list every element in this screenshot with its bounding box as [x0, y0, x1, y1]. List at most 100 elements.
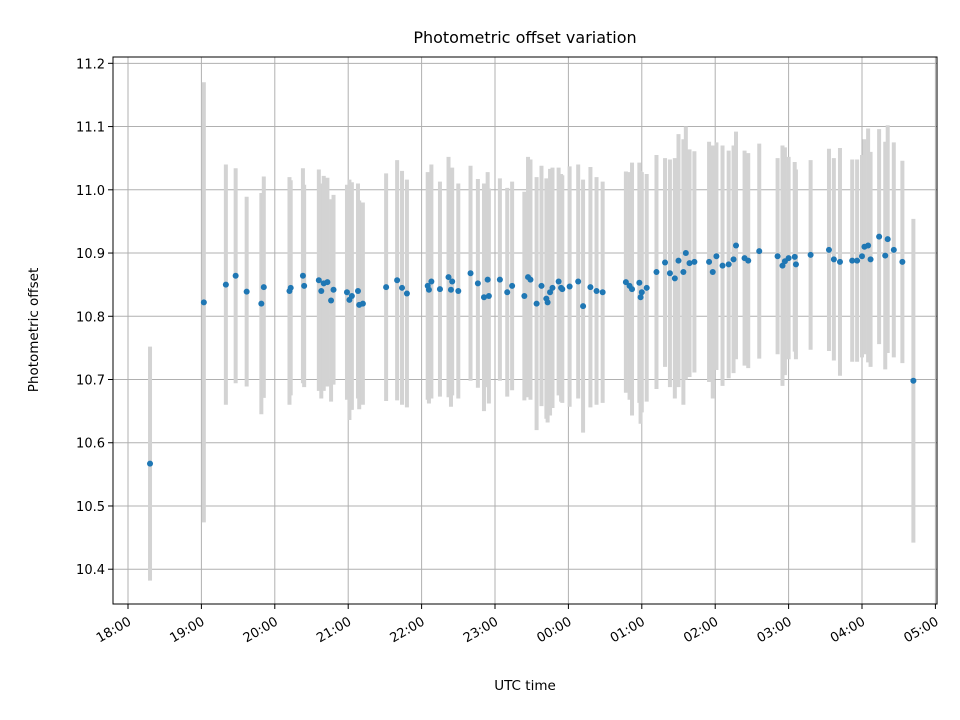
- data-point: [301, 282, 308, 289]
- data-point: [899, 258, 906, 265]
- y-tick-label: 10.6: [76, 437, 105, 452]
- data-point: [328, 297, 335, 304]
- data-point: [859, 253, 865, 260]
- data-point: [330, 286, 337, 293]
- data-point: [260, 284, 267, 291]
- data-point: [243, 288, 250, 295]
- data-point: [876, 233, 883, 240]
- y-tick-label: 11.0: [76, 184, 105, 199]
- data-point: [792, 261, 799, 268]
- data-point: [447, 286, 454, 293]
- data-point: [147, 460, 154, 467]
- x-axis-label: UTC time: [494, 678, 556, 694]
- data-point: [830, 256, 837, 263]
- data-point: [485, 293, 492, 300]
- data-point: [713, 253, 720, 260]
- data-point: [643, 284, 650, 291]
- plot-frame: [112, 56, 938, 605]
- data-point: [686, 260, 693, 267]
- data-point: [807, 251, 814, 258]
- y-tick-label: 10.7: [76, 374, 105, 389]
- data-point: [287, 284, 294, 291]
- data-point: [666, 270, 673, 277]
- data-point: [200, 299, 207, 306]
- data-point: [675, 257, 682, 264]
- data-point: [884, 236, 891, 243]
- data-point: [474, 280, 481, 287]
- data-point: [709, 269, 716, 276]
- data-point: [509, 282, 516, 289]
- data-point: [882, 252, 889, 259]
- data-point: [680, 269, 687, 276]
- data-point: [480, 294, 487, 301]
- data-point: [865, 242, 872, 249]
- y-tick-label: 10.8: [76, 310, 105, 325]
- data-point: [730, 256, 737, 263]
- data-point: [299, 272, 306, 279]
- data-point: [854, 257, 861, 264]
- data-point: [484, 276, 491, 283]
- data-point: [343, 289, 350, 296]
- data-point: [671, 275, 678, 282]
- data-point: [653, 269, 660, 276]
- y-tick-label: 10.9: [76, 247, 105, 262]
- data-point: [324, 279, 331, 286]
- data-point: [791, 253, 798, 260]
- y-tick-label: 11.1: [76, 121, 105, 136]
- data-point: [637, 294, 644, 301]
- data-point: [549, 284, 556, 291]
- data-point: [849, 257, 856, 264]
- y-tick-label: 11.2: [76, 57, 105, 72]
- data-point: [496, 276, 503, 283]
- data-point: [785, 255, 792, 262]
- data-point: [622, 279, 629, 286]
- data-point: [774, 253, 781, 260]
- data-point: [732, 242, 739, 249]
- data-point: [691, 258, 698, 265]
- data-point: [315, 277, 322, 284]
- data-point: [745, 257, 752, 264]
- y-axis: 10.4 10.5 10.6 10.7 10.8 10.9 11.0 11.1 11.2: [76, 57, 113, 578]
- data-point: [403, 290, 410, 297]
- data-point: [566, 283, 573, 290]
- data-point: [719, 262, 726, 269]
- data-point: [593, 287, 600, 294]
- data-point: [544, 299, 551, 306]
- data-point: [662, 259, 669, 266]
- data-point: [890, 246, 897, 253]
- data-point: [399, 284, 406, 291]
- data-point: [222, 281, 229, 288]
- data-point: [467, 270, 474, 277]
- data-point: [636, 279, 643, 286]
- data-point: [547, 289, 554, 296]
- data-point: [682, 250, 689, 257]
- data-point: [587, 284, 594, 291]
- data-point: [445, 274, 452, 281]
- data-point: [575, 278, 582, 285]
- data-point: [910, 377, 917, 384]
- data-point: [629, 286, 636, 293]
- data-point: [706, 258, 713, 265]
- data-point: [555, 278, 562, 285]
- y-tick-label: 10.5: [76, 500, 105, 515]
- data-point: [533, 300, 540, 307]
- chart-title: Photometric offset variation: [413, 28, 636, 47]
- data-point: [559, 286, 566, 293]
- data-point: [580, 303, 587, 310]
- data-points: [147, 233, 917, 467]
- data-point: [449, 278, 456, 285]
- data-point: [538, 282, 545, 289]
- data-point: [258, 300, 265, 307]
- data-point: [867, 256, 874, 263]
- data-point: [354, 287, 361, 294]
- data-point: [638, 289, 645, 296]
- data-point: [436, 286, 443, 293]
- data-point: [521, 293, 528, 300]
- data-point: [725, 261, 732, 268]
- data-point: [394, 277, 401, 284]
- data-point: [599, 289, 606, 296]
- data-point: [318, 287, 325, 294]
- data-point: [779, 262, 786, 269]
- y-axis-label: Photometric offset: [26, 268, 42, 392]
